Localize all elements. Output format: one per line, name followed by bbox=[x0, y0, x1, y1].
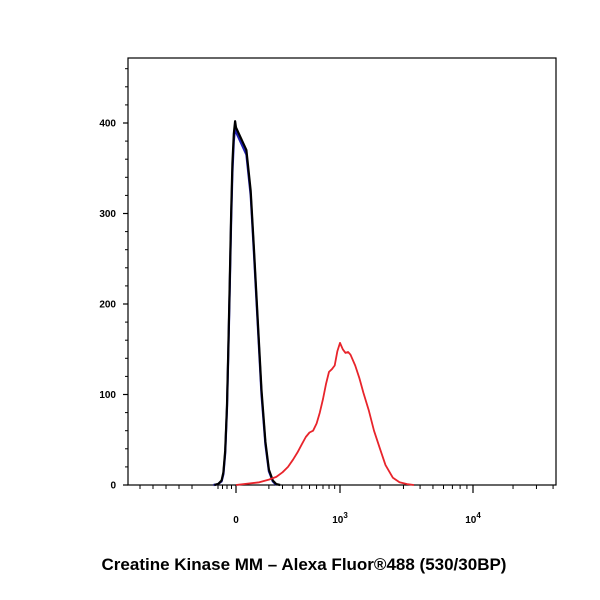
y-tick-label: 400 bbox=[99, 119, 116, 130]
y-tick-label: 0 bbox=[110, 481, 116, 492]
tick-labels: 0 100 200 300 400 0 103 104 bbox=[99, 119, 481, 527]
histogram-series-3 bbox=[235, 341, 415, 486]
y-tick-label: 200 bbox=[99, 300, 116, 311]
y-tick-label: 100 bbox=[99, 390, 116, 401]
x-tick-label: 0 bbox=[233, 515, 239, 526]
x-tick-label: 104 bbox=[465, 511, 481, 526]
histogram-series-1 bbox=[213, 126, 278, 487]
series-layer bbox=[213, 120, 415, 487]
x-axis-title: Creatine Kinase MM – Alexa Fluor®488 (53… bbox=[102, 555, 507, 574]
histogram-series-2 bbox=[214, 120, 281, 487]
y-tick-label: 300 bbox=[99, 209, 116, 220]
plot-frame bbox=[127, 57, 557, 486]
axis-ticks bbox=[123, 68, 554, 493]
x-tick-label: 103 bbox=[332, 511, 348, 526]
